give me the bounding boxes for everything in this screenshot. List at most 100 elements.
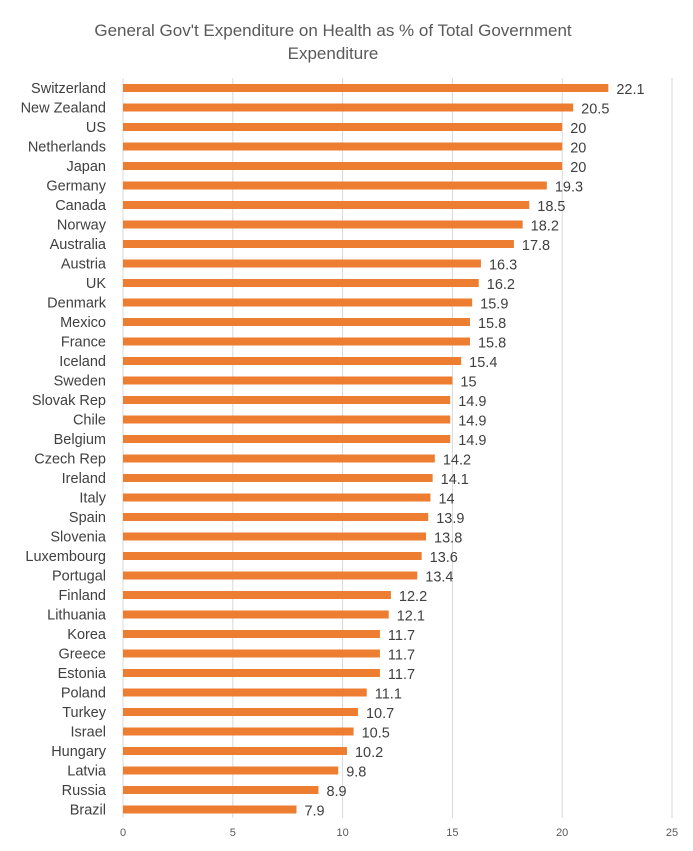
category-label-poland: Poland bbox=[61, 686, 106, 702]
category-label-denmark: Denmark bbox=[47, 296, 107, 312]
bar-us bbox=[123, 123, 563, 131]
category-label-france: France bbox=[61, 335, 106, 351]
x-tick-25: 25 bbox=[666, 827, 678, 839]
bar-norway bbox=[123, 220, 523, 229]
data-label-portugal: 13.4 bbox=[425, 570, 453, 586]
data-label-germany: 19.3 bbox=[555, 180, 583, 196]
data-label-israel: 10.5 bbox=[362, 726, 390, 742]
data-label-mexico: 15.8 bbox=[478, 316, 506, 332]
data-label-poland: 11.1 bbox=[375, 687, 402, 703]
x-tick-0: 0 bbox=[120, 827, 126, 839]
bar-mexico bbox=[123, 318, 470, 326]
bar-lithuania bbox=[123, 610, 389, 619]
data-label-latvia: 9.8 bbox=[346, 765, 366, 781]
data-label-belgium: 14.9 bbox=[458, 433, 486, 449]
data-label-new-zealand: 20.5 bbox=[581, 102, 609, 118]
category-label-slovenia: Slovenia bbox=[50, 530, 107, 546]
category-label-greece: Greece bbox=[58, 647, 106, 663]
category-label-iceland: Iceland bbox=[59, 354, 106, 370]
bar-korea bbox=[123, 630, 380, 638]
bar-canada bbox=[123, 201, 530, 209]
x-axis-ticks: 0 5 10 15 20 25 bbox=[120, 827, 678, 839]
bar-brazil bbox=[123, 805, 297, 814]
category-label-norway: Norway bbox=[57, 218, 107, 234]
category-label-czech-rep: Czech Rep bbox=[34, 452, 106, 468]
data-label-austria: 16.3 bbox=[489, 258, 517, 274]
data-label-chile: 14.9 bbox=[458, 414, 486, 430]
category-label-chile: Chile bbox=[73, 413, 106, 429]
bar-slovak-rep bbox=[123, 396, 451, 404]
category-label-japan: Japan bbox=[66, 159, 106, 175]
category-label-netherlands: Netherlands bbox=[28, 140, 106, 156]
x-tick-15: 15 bbox=[446, 827, 458, 839]
data-label-uk: 16.2 bbox=[487, 277, 515, 293]
bar-slovenia bbox=[123, 532, 427, 541]
category-label-uk: UK bbox=[86, 276, 106, 292]
bar-russia bbox=[123, 786, 319, 794]
category-label-austria: Austria bbox=[61, 257, 107, 273]
bar-netherlands bbox=[123, 142, 563, 151]
bar-austria bbox=[123, 259, 481, 268]
bar-chile bbox=[123, 415, 451, 424]
bar-israel bbox=[123, 727, 354, 736]
category-label-russia: Russia bbox=[62, 783, 107, 799]
bar-japan bbox=[123, 162, 563, 170]
data-label-greece: 11.7 bbox=[388, 648, 415, 664]
data-label-slovak-rep: 14.9 bbox=[458, 394, 486, 410]
data-label-lithuania: 12.1 bbox=[397, 609, 425, 625]
bar-hungary bbox=[123, 747, 347, 755]
data-label-switzerland: 22.1 bbox=[616, 82, 644, 98]
data-label-japan: 20 bbox=[570, 160, 586, 176]
data-label-canada: 18.5 bbox=[537, 199, 565, 215]
bar-denmark bbox=[123, 298, 473, 307]
bar-belgium bbox=[123, 435, 451, 443]
category-label-canada: Canada bbox=[55, 198, 107, 214]
data-label-australia: 17.8 bbox=[522, 238, 550, 254]
category-label-slovak-rep: Slovak Rep bbox=[32, 393, 106, 409]
bar-poland bbox=[123, 688, 367, 697]
data-label-finland: 12.2 bbox=[399, 589, 427, 605]
category-label-portugal: Portugal bbox=[52, 569, 106, 585]
data-label-denmark: 15.9 bbox=[480, 297, 508, 313]
data-label-us: 20 bbox=[570, 121, 586, 137]
data-label-iceland: 15.4 bbox=[469, 355, 497, 371]
bar-germany bbox=[123, 181, 547, 190]
category-label-korea: Korea bbox=[67, 627, 107, 643]
bar-greece bbox=[123, 649, 380, 658]
category-label-belgium: Belgium bbox=[54, 432, 106, 448]
category-label-spain: Spain bbox=[69, 510, 106, 526]
data-label-spain: 13.9 bbox=[436, 511, 464, 527]
x-tick-20: 20 bbox=[556, 827, 568, 839]
data-label-luxembourg: 13.6 bbox=[430, 550, 458, 566]
category-label-brazil: Brazil bbox=[70, 803, 106, 819]
category-label-sweden: Sweden bbox=[54, 374, 106, 390]
category-labels: Switzerland New Zealand US Netherlands Japan… bbox=[21, 81, 107, 819]
category-label-hungary: Hungary bbox=[51, 744, 107, 760]
category-label-italy: Italy bbox=[79, 491, 106, 507]
data-label-netherlands: 20 bbox=[570, 141, 586, 157]
bar-uk bbox=[123, 279, 479, 287]
data-label-russia: 8.9 bbox=[326, 784, 346, 800]
bar-portugal bbox=[123, 571, 418, 580]
x-tick-10: 10 bbox=[336, 827, 348, 839]
data-label-france: 15.8 bbox=[478, 336, 506, 352]
category-label-switzerland: Switzerland bbox=[31, 81, 106, 97]
category-label-finland: Finland bbox=[58, 588, 106, 604]
category-label-ireland: Ireland bbox=[62, 471, 106, 487]
data-labels: 22.1 20.5 20 20 20 19.3 18.5 18.2 17.8 16.3 16.2 15… bbox=[304, 82, 644, 820]
x-tick-5: 5 bbox=[230, 827, 236, 839]
bars bbox=[123, 84, 609, 814]
bar-iceland bbox=[123, 357, 462, 365]
chart-title-line-1: General Gov't Expenditure on Health as %… bbox=[94, 21, 572, 40]
category-label-new-zealand: New Zealand bbox=[21, 101, 106, 117]
data-label-italy: 14 bbox=[438, 492, 454, 508]
bar-estonia bbox=[123, 669, 380, 677]
bar-finland bbox=[123, 591, 391, 599]
bar-spain bbox=[123, 513, 429, 521]
data-label-turkey: 10.7 bbox=[366, 706, 394, 722]
bar-ireland bbox=[123, 474, 433, 482]
category-label-israel: Israel bbox=[71, 725, 106, 741]
bar-switzerland bbox=[123, 84, 609, 92]
category-label-estonia: Estonia bbox=[58, 666, 107, 682]
